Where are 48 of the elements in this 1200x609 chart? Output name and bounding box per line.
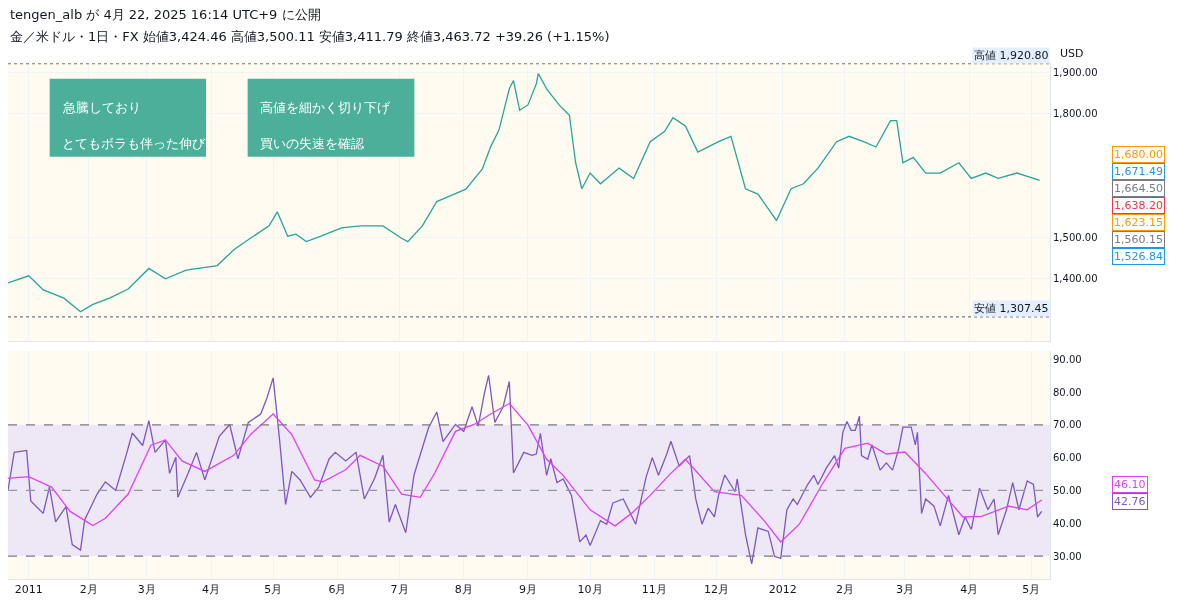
x-tick-label: 2月 (79, 583, 98, 597)
ref-line-label: 安値 1,307.45 (974, 302, 1049, 315)
x-tick-label: 9月 (518, 583, 537, 597)
text: 1,664.50 (1114, 182, 1163, 195)
y-tick-label: 1,800.00 (1053, 108, 1098, 120)
x-tick-label: 3月 (895, 583, 914, 597)
annotation: 高値を細かく切り下げ (260, 100, 391, 115)
y-tick-label: 1,900.00 (1053, 66, 1098, 78)
x-tick-label: 4月 (202, 583, 221, 597)
annotation: とてもボラも伴った伸び (62, 136, 206, 151)
text: 1,638.20 (1114, 199, 1163, 212)
x-tick-label: 4月 (960, 583, 979, 597)
y-axis-title: USD (1060, 47, 1084, 60)
y-tick-label: 1,500.00 (1053, 231, 1098, 243)
text: 46.10 (1114, 478, 1146, 491)
y-tick-label: 30.00 (1053, 550, 1082, 562)
text: 42.76 (1114, 495, 1146, 508)
text: 1,680.00 (1114, 148, 1163, 161)
y-tick-label: 60.00 (1053, 452, 1082, 464)
text: 1,526.84 (1114, 250, 1163, 263)
x-tick-label: 8月 (454, 583, 473, 597)
chart-subtitle: tengen_alb が 4月 22, 2025 16:14 UTC+9 に公開 (10, 7, 321, 22)
x-tick-label: 6月 (328, 583, 347, 597)
x-tick-label: 7月 (390, 583, 409, 597)
chart-title: 金／米ドル・1日・FX 始値3,424.46 高値3,500.11 安値3,411.79 終値3,463.72 +39.26 (+1.15%) (10, 29, 610, 44)
x-tick-label: 2011 (14, 583, 43, 597)
y-tick-label: 50.00 (1053, 484, 1082, 496)
x-tick-label: 12月 (703, 583, 729, 597)
y-tick-label: 90.00 (1053, 353, 1082, 365)
annotation: 急騰しており (62, 100, 141, 115)
text: 1,671.49 (1114, 165, 1163, 178)
x-tick-label: 3月 (137, 583, 156, 597)
x-tick-label: 5月 (1022, 583, 1041, 597)
x-tick-label: 2月 (835, 583, 854, 597)
ref-line-label: 高値 1,920.80 (974, 49, 1049, 62)
x-tick-label: 11月 (641, 583, 667, 597)
y-tick-label: 40.00 (1053, 517, 1082, 529)
line-series (8, 374, 1043, 565)
annotation: 買いの失速を確認 (260, 136, 364, 151)
x-tick-label: 2012 (768, 583, 797, 597)
y-tick-label: 80.00 (1053, 386, 1082, 398)
x-tick-label: 5月 (264, 583, 283, 597)
y-tick-label: 1,400.00 (1053, 273, 1098, 285)
y-tick-label: 70.00 (1053, 419, 1082, 431)
text: 1,623.15 (1114, 216, 1163, 229)
line-series (8, 402, 1043, 543)
text: 1,560.15 (1114, 233, 1163, 246)
x-tick-label: 10月 (577, 583, 603, 597)
